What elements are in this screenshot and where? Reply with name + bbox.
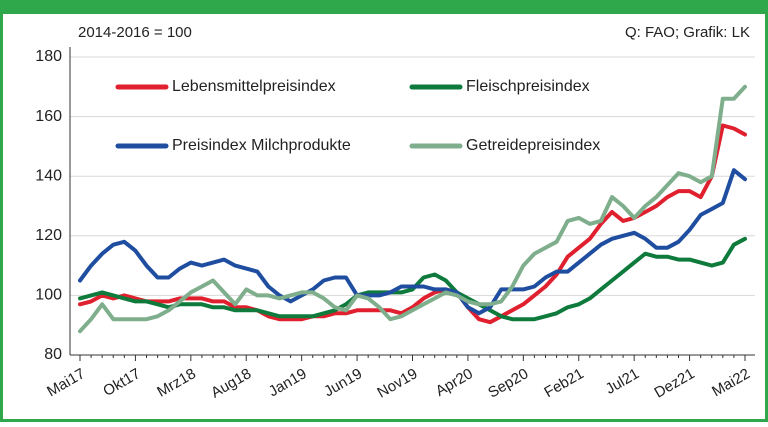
legend-label: Lebensmittelpreisindex <box>172 78 336 95</box>
y-tick-label: 120 <box>35 227 62 244</box>
y-tick-label: 160 <box>35 108 62 125</box>
series-line <box>78 236 747 322</box>
y-tick-label: 100 <box>35 287 62 304</box>
y-tick-label: 80 <box>44 346 62 363</box>
y-tick-label: 180 <box>35 48 62 65</box>
y-tick-label: 140 <box>35 167 62 184</box>
header-band <box>0 0 768 14</box>
series-line <box>78 168 747 316</box>
series-line <box>78 84 747 334</box>
source: Q: FAO; Grafik: LK <box>625 24 750 41</box>
legend-label: Preisindex Milchprodukte <box>172 137 351 154</box>
legend-label: Getreidepreisindex <box>466 137 600 154</box>
note: 2014-2016 = 100 <box>78 24 192 41</box>
legend-label: Fleischpreisindex <box>466 78 590 95</box>
